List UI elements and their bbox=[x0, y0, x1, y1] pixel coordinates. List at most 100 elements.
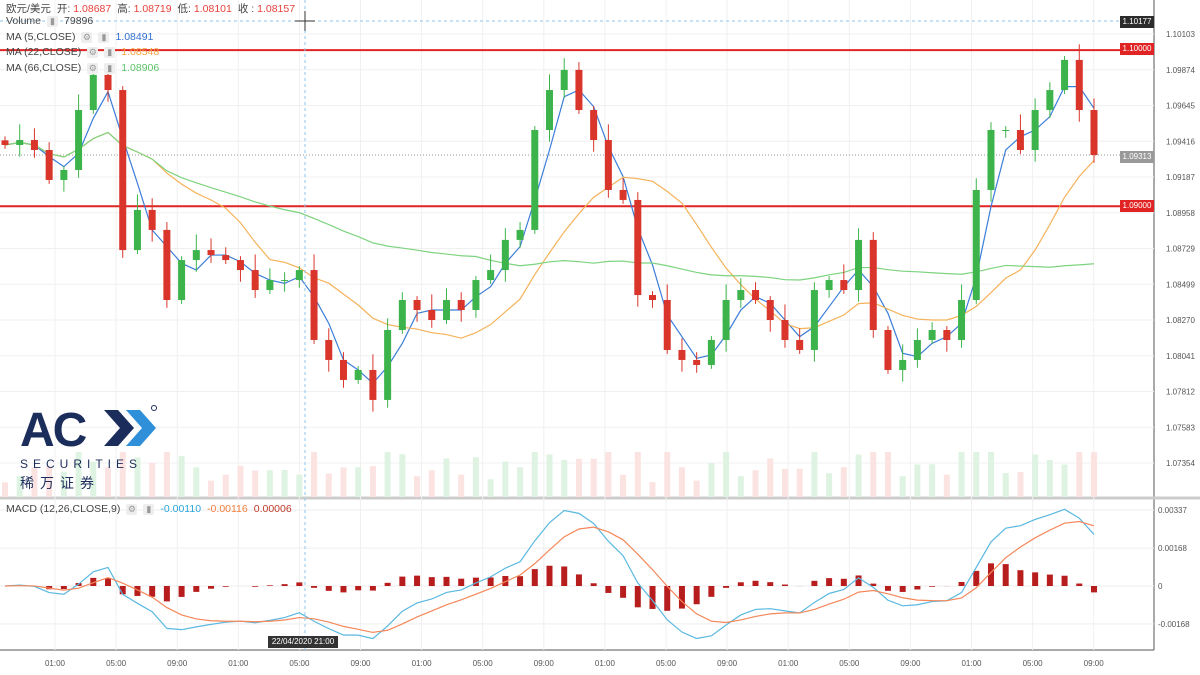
candle-body bbox=[1031, 110, 1039, 150]
macd-histogram-bar bbox=[575, 574, 582, 586]
volume-bar bbox=[634, 452, 641, 497]
volume-bar bbox=[487, 479, 494, 497]
volume-bar bbox=[1017, 471, 1024, 497]
candle-body bbox=[148, 209, 156, 230]
volume-bar bbox=[311, 452, 318, 497]
y-tick-label: 1.08499 bbox=[1166, 280, 1195, 289]
macd-histogram-bar bbox=[60, 586, 67, 590]
x-tick-label: 01:00 bbox=[45, 659, 66, 668]
candle-body bbox=[1075, 59, 1083, 111]
upper-line-price-label[interactable]: 1.10000 bbox=[1120, 43, 1154, 55]
candle-body bbox=[899, 359, 907, 370]
trash-icon[interactable]: ▮ bbox=[104, 46, 116, 58]
candle-body bbox=[575, 69, 583, 111]
candle-body bbox=[236, 260, 244, 271]
volume-bar bbox=[428, 470, 435, 497]
ma66-value: 1.08906 bbox=[121, 62, 160, 74]
macd-histogram-bar bbox=[987, 563, 994, 586]
trash-icon[interactable]: ▮ bbox=[47, 15, 59, 27]
macd-tick-label: 0 bbox=[1158, 582, 1163, 591]
x-tick-label: 09:00 bbox=[1084, 659, 1105, 668]
candle-body bbox=[16, 140, 24, 145]
x-tick-label: 09:00 bbox=[900, 659, 921, 668]
x-tick-label: 05:00 bbox=[473, 659, 494, 668]
candle-body bbox=[281, 280, 289, 282]
macd-histogram-bar bbox=[252, 586, 259, 587]
macd-histogram-bar bbox=[1017, 570, 1024, 586]
volume-bar bbox=[929, 464, 936, 497]
volume-bar bbox=[575, 458, 582, 497]
volume-bar bbox=[781, 468, 788, 497]
macd-histogram-bar bbox=[1032, 572, 1039, 586]
volume-bar bbox=[855, 454, 862, 497]
volume-bar bbox=[723, 452, 730, 497]
y-tick-label: 1.07812 bbox=[1166, 388, 1195, 397]
candle-body bbox=[413, 300, 421, 311]
x-tick-label: 05:00 bbox=[656, 659, 677, 668]
macd-histogram-bar bbox=[414, 575, 421, 586]
volume-bar bbox=[193, 467, 200, 497]
volume-bar bbox=[163, 452, 170, 497]
trash-icon[interactable]: ▮ bbox=[143, 503, 155, 515]
candle-body bbox=[707, 339, 715, 365]
candle-body bbox=[207, 250, 215, 256]
macd-histogram-bar bbox=[1061, 575, 1068, 586]
gear-icon[interactable]: ⚙ bbox=[87, 46, 99, 58]
candle-body bbox=[869, 239, 877, 330]
volume-bar bbox=[443, 458, 450, 497]
volume-bar bbox=[31, 467, 38, 497]
trash-icon[interactable]: ▮ bbox=[104, 62, 116, 74]
macd-histogram-bar bbox=[767, 582, 774, 586]
macd-histogram-bar bbox=[723, 586, 730, 588]
volume-bar bbox=[178, 455, 185, 497]
macd-histogram-bar bbox=[517, 576, 524, 586]
candle-body bbox=[855, 239, 863, 291]
ma66-label: MA (66,CLOSE) bbox=[6, 62, 82, 74]
candle-body bbox=[119, 90, 127, 251]
macd-histogram-bar bbox=[355, 586, 362, 591]
open-label: 开: bbox=[56, 3, 71, 15]
candle-body bbox=[693, 359, 701, 365]
macd-histogram-bar bbox=[266, 585, 273, 586]
macd-histogram-bar bbox=[649, 586, 656, 609]
macd-tick-label: 0.00168 bbox=[1158, 544, 1187, 553]
trash-icon[interactable]: ▮ bbox=[98, 31, 110, 43]
y-tick-label: 1.08958 bbox=[1166, 209, 1195, 218]
macd-histogram-bar bbox=[1091, 586, 1097, 593]
volume-bar bbox=[1002, 473, 1009, 497]
gear-icon[interactable]: ⚙ bbox=[81, 31, 93, 43]
svg-text:AC: AC bbox=[20, 404, 87, 457]
gear-icon[interactable]: ⚙ bbox=[126, 503, 138, 515]
volume-bar bbox=[149, 462, 156, 497]
lower-line-price-label[interactable]: 1.09000 bbox=[1120, 200, 1154, 212]
macd-label: MACD (12,26,CLOSE,9) bbox=[6, 503, 121, 515]
macd-histogram-bar bbox=[826, 578, 833, 586]
candle-body bbox=[487, 270, 495, 281]
y-tick-label: 1.09874 bbox=[1166, 66, 1195, 75]
candle-body bbox=[325, 339, 333, 360]
x-tick-label: 01:00 bbox=[228, 659, 249, 668]
gear-icon[interactable]: ⚙ bbox=[87, 62, 99, 74]
volume-bar bbox=[620, 474, 627, 497]
volume-bar bbox=[1046, 459, 1053, 497]
candle-body bbox=[752, 290, 760, 301]
volume-bar bbox=[943, 474, 950, 497]
volume-bar bbox=[296, 474, 303, 497]
ma22-label: MA (22,CLOSE) bbox=[6, 46, 82, 58]
y-tick-label: 1.09416 bbox=[1166, 137, 1195, 146]
y-tick-label: 1.08270 bbox=[1166, 316, 1195, 325]
volume-bar bbox=[90, 461, 97, 497]
candle-body bbox=[1061, 59, 1069, 91]
volume-bar bbox=[693, 480, 700, 497]
macd-histogram-bar bbox=[590, 583, 597, 586]
acy-logo: AC SECURITIES 稀万证券 bbox=[18, 402, 158, 492]
x-tick-label: 05:00 bbox=[106, 659, 127, 668]
candle-body bbox=[369, 369, 377, 400]
macd-tick-label: -0.00168 bbox=[1158, 620, 1190, 629]
x-tick-label: 01:00 bbox=[778, 659, 799, 668]
candle-body bbox=[722, 300, 730, 340]
macd-histogram-bar bbox=[1076, 583, 1083, 586]
x-tick-label: 01:00 bbox=[961, 659, 982, 668]
macd-histogram-bar bbox=[384, 582, 391, 586]
